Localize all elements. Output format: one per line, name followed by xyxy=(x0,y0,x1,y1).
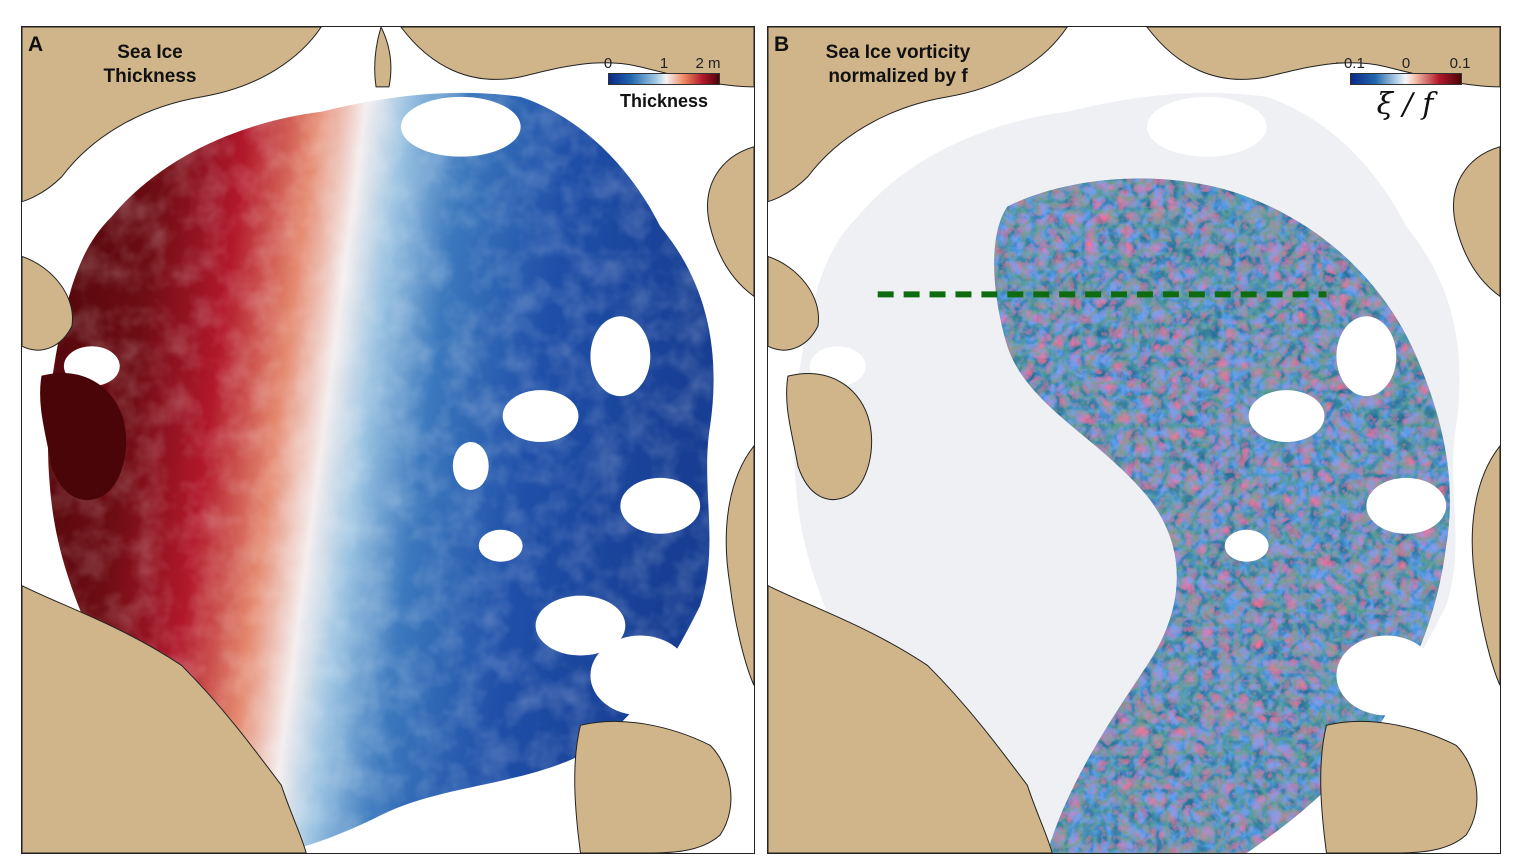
tick-label: 1 xyxy=(659,55,669,72)
open-water-patches xyxy=(63,96,701,716)
panel-letter-a: A xyxy=(28,33,44,56)
thickness-colorbar: 0 1 2 m Thickness xyxy=(604,55,724,112)
colorbar-ticks: −0.1 0 0.1 xyxy=(1330,55,1480,73)
colorbar-label: ξ / f xyxy=(1376,87,1434,122)
colorbar-ticks: 0 1 2 m xyxy=(604,55,724,73)
thickness-map xyxy=(22,27,754,853)
title-line-2: Thickness xyxy=(103,66,197,87)
colorbar-label: Thickness xyxy=(619,91,709,111)
panel-letter-b: B xyxy=(774,33,790,56)
land-masses xyxy=(22,27,754,853)
title-line-1: Sea Ice xyxy=(117,42,183,63)
tick-label: 0 xyxy=(1401,55,1411,72)
tick-label: −0.1 xyxy=(1335,55,1365,72)
tick-label: 0.1 xyxy=(1449,55,1471,72)
tick-label: 2 m xyxy=(695,55,721,72)
panel-sea-ice-thickness: A Sea Ice Thickness 0 1 2 m Thickness xyxy=(21,26,755,854)
open-water-patches xyxy=(809,96,1447,716)
land-masses xyxy=(768,27,1500,853)
panel-sea-ice-vorticity: B Sea Ice vorticity normalized by f −0.1… xyxy=(767,26,1501,854)
panel-title-b: Sea Ice vorticity normalized by f xyxy=(798,41,998,89)
vorticity-colorbar: −0.1 0 0.1 ξ / f xyxy=(1330,55,1480,122)
panel-title-a: Sea Ice Thickness xyxy=(80,41,220,89)
tick-label: 0 xyxy=(603,55,613,72)
title-line-1: Sea Ice vorticity xyxy=(825,42,971,63)
colorbar-gradient xyxy=(608,73,720,85)
colorbar-gradient xyxy=(1350,73,1462,85)
vorticity-map xyxy=(768,27,1500,853)
title-line-2: normalized by f xyxy=(828,66,968,87)
